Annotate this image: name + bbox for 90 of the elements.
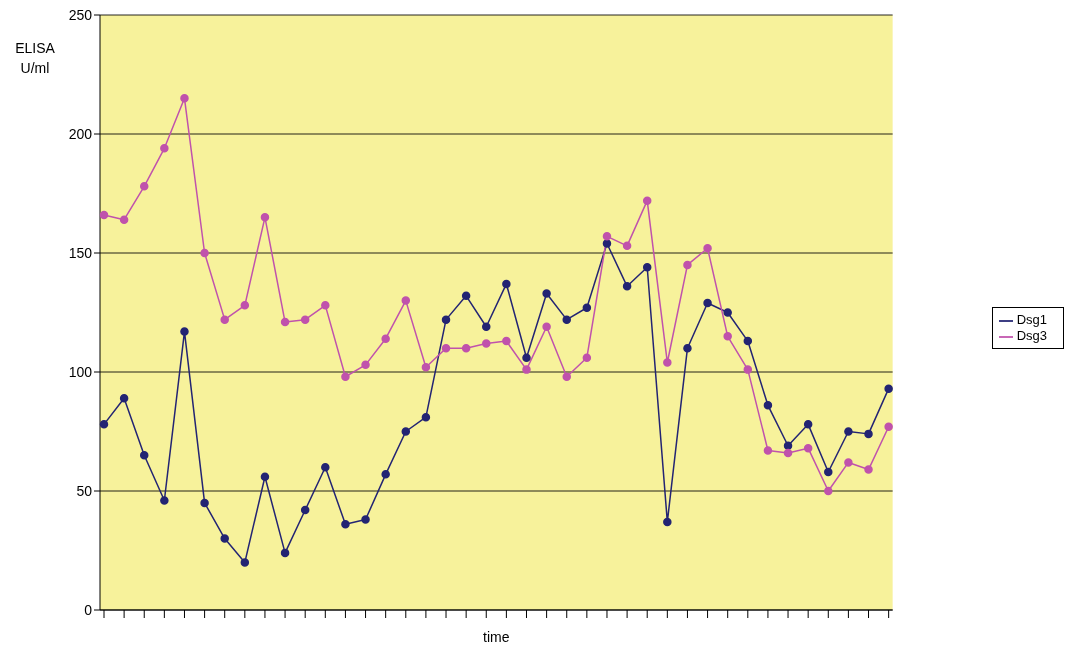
point <box>562 315 571 324</box>
point <box>622 282 632 291</box>
point <box>642 263 652 272</box>
point <box>321 462 330 472</box>
y-tick-label: 50 <box>76 482 93 499</box>
point <box>864 465 873 474</box>
point <box>381 334 390 343</box>
point <box>300 315 310 324</box>
point <box>280 548 290 558</box>
point <box>482 322 491 332</box>
point <box>763 401 773 410</box>
point <box>522 353 531 362</box>
x-axis-title: time <box>483 629 510 645</box>
point <box>602 239 612 248</box>
point <box>441 343 451 353</box>
point <box>522 365 531 374</box>
point <box>180 327 189 336</box>
point <box>844 458 853 467</box>
point <box>119 215 129 224</box>
point <box>441 315 451 324</box>
point <box>884 384 893 393</box>
legend-label: Dsg1 <box>1016 312 1047 328</box>
point <box>482 339 491 348</box>
point <box>844 427 853 436</box>
point <box>763 446 773 455</box>
point <box>542 322 551 332</box>
point <box>642 196 652 205</box>
point <box>260 472 270 481</box>
point <box>160 144 169 153</box>
point <box>220 534 229 543</box>
point <box>743 336 753 346</box>
point <box>300 505 310 515</box>
point <box>139 182 149 191</box>
point <box>99 210 109 220</box>
point <box>783 441 793 451</box>
point <box>421 362 431 372</box>
point <box>220 315 229 324</box>
point <box>803 443 813 453</box>
point <box>401 296 411 305</box>
point <box>884 422 893 431</box>
point <box>622 241 632 251</box>
point <box>582 353 592 362</box>
point <box>542 289 551 298</box>
point <box>582 303 592 312</box>
point <box>421 412 431 422</box>
point <box>381 470 390 479</box>
point <box>180 94 189 103</box>
point <box>703 298 712 308</box>
y-tick-label: 100 <box>68 363 93 380</box>
y-tick-label: 150 <box>68 244 93 261</box>
y-tick-label: 250 <box>68 6 93 23</box>
y-axis-title: ELISA U/ml <box>14 39 56 78</box>
point <box>743 365 753 374</box>
point <box>200 498 209 508</box>
point <box>803 420 813 429</box>
point <box>864 429 873 439</box>
point <box>824 486 833 496</box>
point <box>240 301 250 310</box>
point <box>240 558 250 567</box>
point <box>783 448 793 458</box>
point <box>723 332 732 341</box>
point <box>663 358 672 367</box>
point <box>401 427 411 436</box>
point <box>663 517 672 527</box>
point <box>683 343 692 353</box>
point <box>321 301 330 310</box>
point <box>361 515 370 524</box>
y-tick-label: 200 <box>68 125 93 142</box>
point <box>119 393 129 403</box>
point <box>260 213 270 222</box>
legend-label: Dsg3 <box>1016 328 1047 343</box>
point <box>361 360 370 370</box>
point <box>200 248 209 258</box>
point <box>280 317 290 327</box>
point <box>562 372 571 382</box>
point <box>824 467 833 477</box>
point <box>703 243 712 253</box>
point <box>160 496 169 505</box>
point <box>461 343 471 353</box>
point <box>99 420 109 429</box>
point <box>139 451 149 460</box>
point <box>683 260 692 270</box>
point <box>723 308 732 317</box>
point <box>502 336 511 346</box>
y-tick-label: 0 <box>84 601 93 618</box>
point <box>602 232 612 241</box>
point <box>502 279 511 289</box>
point <box>461 291 471 301</box>
point <box>341 520 350 529</box>
point <box>341 372 350 382</box>
